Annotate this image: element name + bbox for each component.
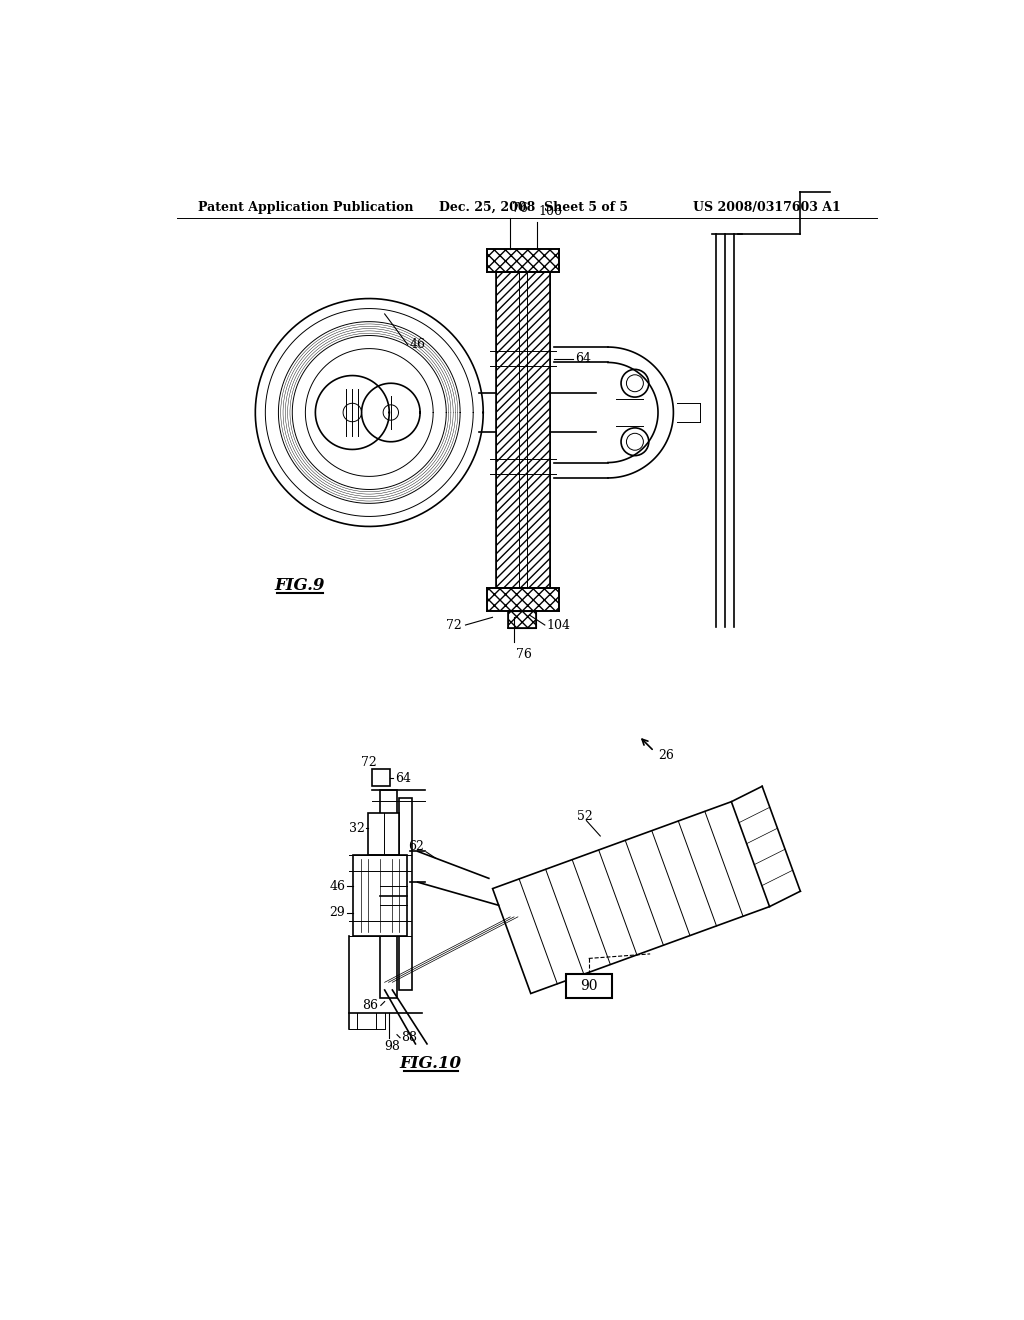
Text: 86: 86 [362,999,379,1012]
Text: 64: 64 [394,772,411,785]
Bar [372,770,390,785]
Text: US 2008/0317603 A1: US 2008/0317603 A1 [692,201,841,214]
Text: FIG.9: FIG.9 [274,577,326,594]
Bar [369,813,399,855]
Bar [380,789,397,998]
Bar [508,611,536,628]
Text: 72: 72 [445,619,462,631]
Bar [565,974,611,998]
Bar [353,855,407,936]
Bar [497,272,550,589]
Text: 76: 76 [512,202,527,215]
Text: 90: 90 [580,979,597,993]
Text: 32: 32 [349,822,365,834]
Text: 62: 62 [409,840,424,853]
Text: Patent Application Publication: Patent Application Publication [199,201,414,214]
Text: 26: 26 [658,748,674,762]
Text: 72: 72 [361,756,377,770]
Text: Dec. 25, 2008  Sheet 5 of 5: Dec. 25, 2008 Sheet 5 of 5 [438,201,628,214]
Text: 46: 46 [330,879,345,892]
Bar [487,589,559,611]
Text: FIG.10: FIG.10 [399,1055,462,1072]
Bar [487,249,559,272]
Text: 46: 46 [410,338,425,351]
Bar [398,797,412,990]
Text: 76: 76 [515,648,531,661]
Text: 98: 98 [385,1040,400,1053]
Text: 29: 29 [330,907,345,920]
Text: 64: 64 [574,352,591,366]
Text: 52: 52 [578,810,593,824]
Text: 106: 106 [539,206,562,218]
Text: 88: 88 [401,1031,418,1044]
Text: 104: 104 [547,619,570,631]
